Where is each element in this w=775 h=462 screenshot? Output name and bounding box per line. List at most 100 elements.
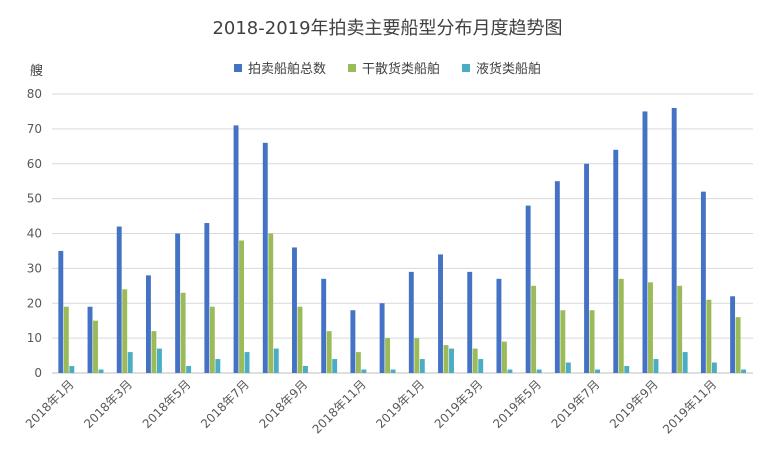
bar bbox=[507, 369, 513, 373]
chart-title: 2018-2019年拍卖主要船型分布月度趋势图 bbox=[212, 18, 563, 39]
bar bbox=[379, 303, 385, 373]
bar bbox=[653, 359, 659, 373]
bar bbox=[93, 320, 98, 373]
bar bbox=[186, 366, 192, 373]
bar bbox=[525, 205, 531, 373]
bar bbox=[244, 352, 250, 373]
y-tick-label: 30 bbox=[27, 261, 42, 275]
x-tick-label: 2018年3月 bbox=[81, 377, 135, 431]
bar bbox=[385, 338, 391, 373]
bar bbox=[589, 310, 595, 373]
legend-item-liquid[interactable]: 液货类船舶 bbox=[462, 58, 541, 77]
x-tick-label: 2018年1月 bbox=[23, 377, 77, 431]
x-tick-label: 2019年11月 bbox=[660, 377, 719, 436]
bar bbox=[156, 348, 162, 373]
bar bbox=[233, 125, 239, 373]
bar bbox=[355, 352, 361, 373]
bar bbox=[618, 278, 624, 373]
bar bbox=[730, 296, 736, 373]
bar bbox=[414, 338, 420, 373]
bar bbox=[741, 369, 747, 373]
bar bbox=[478, 359, 484, 373]
bar bbox=[350, 310, 356, 373]
bar bbox=[262, 142, 268, 373]
y-tick-label: 60 bbox=[27, 157, 42, 171]
bar bbox=[682, 352, 688, 373]
bar bbox=[204, 223, 210, 373]
bar bbox=[390, 369, 396, 373]
bar bbox=[443, 345, 449, 373]
bar bbox=[239, 240, 245, 373]
bar bbox=[560, 310, 566, 373]
bar bbox=[624, 366, 630, 373]
legend-swatch-liquid bbox=[462, 63, 470, 72]
bar bbox=[438, 254, 443, 373]
bar bbox=[496, 278, 502, 373]
bar bbox=[58, 250, 64, 373]
bar bbox=[554, 181, 560, 373]
x-tick-label: 2019年3月 bbox=[432, 377, 486, 431]
bar bbox=[700, 191, 706, 373]
bar bbox=[63, 306, 69, 373]
legend-item-bulk[interactable]: 干散货类船舶 bbox=[347, 58, 440, 77]
x-tick-label: 2018年11月 bbox=[310, 377, 369, 436]
bar bbox=[595, 369, 601, 373]
bar bbox=[565, 362, 571, 373]
bar bbox=[677, 285, 683, 373]
bar bbox=[531, 285, 537, 373]
bar bbox=[175, 233, 181, 373]
legend-label-liquid: 液货类船舶 bbox=[476, 62, 542, 77]
bar bbox=[467, 271, 473, 373]
bar bbox=[326, 331, 332, 373]
bar bbox=[361, 369, 367, 373]
x-tick-label: 2019年7月 bbox=[549, 377, 603, 431]
bar bbox=[711, 362, 717, 373]
bar bbox=[151, 331, 157, 373]
y-axis-label: 艘 bbox=[30, 64, 44, 79]
bar bbox=[642, 111, 648, 373]
legend-swatch-total bbox=[233, 63, 242, 72]
bar bbox=[706, 299, 712, 373]
legend-label-total: 拍卖船舶总数 bbox=[247, 62, 326, 77]
legend-swatch-bulk bbox=[347, 63, 356, 72]
x-tick-label: 2018年5月 bbox=[140, 377, 194, 431]
bar bbox=[332, 359, 338, 373]
bar bbox=[180, 292, 186, 373]
bar bbox=[273, 348, 279, 373]
x-tick-label: 2018年7月 bbox=[198, 377, 252, 431]
x-tick-label: 2019年9月 bbox=[607, 377, 661, 431]
bar bbox=[449, 348, 454, 373]
bar bbox=[408, 271, 414, 373]
legend: 拍卖船舶总数 干散货类船舶 液货类船舶 bbox=[0, 58, 775, 77]
y-tick-label: 70 bbox=[27, 122, 42, 136]
legend-label-bulk: 干散货类船舶 bbox=[361, 62, 440, 77]
bar bbox=[98, 369, 104, 373]
y-tick-label: 40 bbox=[27, 227, 42, 241]
bar bbox=[69, 366, 75, 373]
bar bbox=[613, 149, 619, 373]
x-tick-label: 2019年5月 bbox=[490, 377, 544, 431]
bar bbox=[116, 226, 122, 373]
bar bbox=[501, 341, 507, 373]
bar bbox=[268, 233, 274, 373]
y-tick-label: 20 bbox=[27, 296, 42, 310]
bar bbox=[215, 359, 221, 373]
x-tick-label: 2019年1月 bbox=[373, 377, 427, 431]
y-tick-label: 10 bbox=[27, 331, 42, 345]
bar bbox=[536, 369, 542, 373]
bar bbox=[87, 306, 93, 373]
y-tick-label: 0 bbox=[34, 366, 42, 380]
x-tick-label: 2018年9月 bbox=[257, 377, 311, 431]
bar bbox=[209, 306, 215, 373]
bar bbox=[419, 359, 425, 373]
bar bbox=[303, 366, 308, 373]
legend-item-total[interactable]: 拍卖船舶总数 bbox=[233, 58, 326, 77]
y-tick-label: 50 bbox=[27, 192, 42, 206]
bar bbox=[127, 352, 133, 373]
bar bbox=[735, 317, 741, 373]
bar bbox=[321, 278, 327, 373]
bar bbox=[122, 289, 128, 373]
bar bbox=[292, 247, 297, 373]
bar bbox=[584, 163, 590, 373]
bar bbox=[671, 107, 677, 373]
